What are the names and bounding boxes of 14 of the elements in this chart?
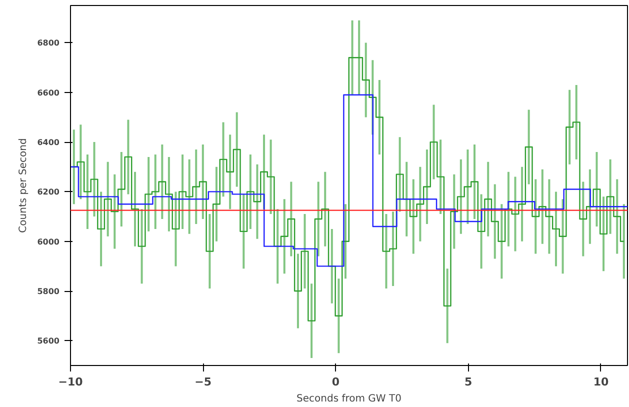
x-tick-label: 10 xyxy=(593,376,609,388)
y-tick-label: 5800 xyxy=(37,287,60,296)
y-tick-label: 6200 xyxy=(37,188,60,197)
x-tick-label: 5 xyxy=(464,376,472,388)
x-axis-title: Seconds from GW T0 xyxy=(296,394,402,404)
x-tick-label: −5 xyxy=(194,376,212,388)
x-tick-label: 0 xyxy=(332,376,340,388)
y-tick-label: 6800 xyxy=(37,38,60,48)
y-tick-label: 6000 xyxy=(37,237,60,246)
y-tick-label: 6400 xyxy=(37,138,60,148)
y-tick-label: 6600 xyxy=(37,88,60,98)
y-tick-label: 5600 xyxy=(37,336,60,346)
x-tick-label: −10 xyxy=(58,376,84,388)
y-axis-title: Counts per Second xyxy=(18,138,30,233)
